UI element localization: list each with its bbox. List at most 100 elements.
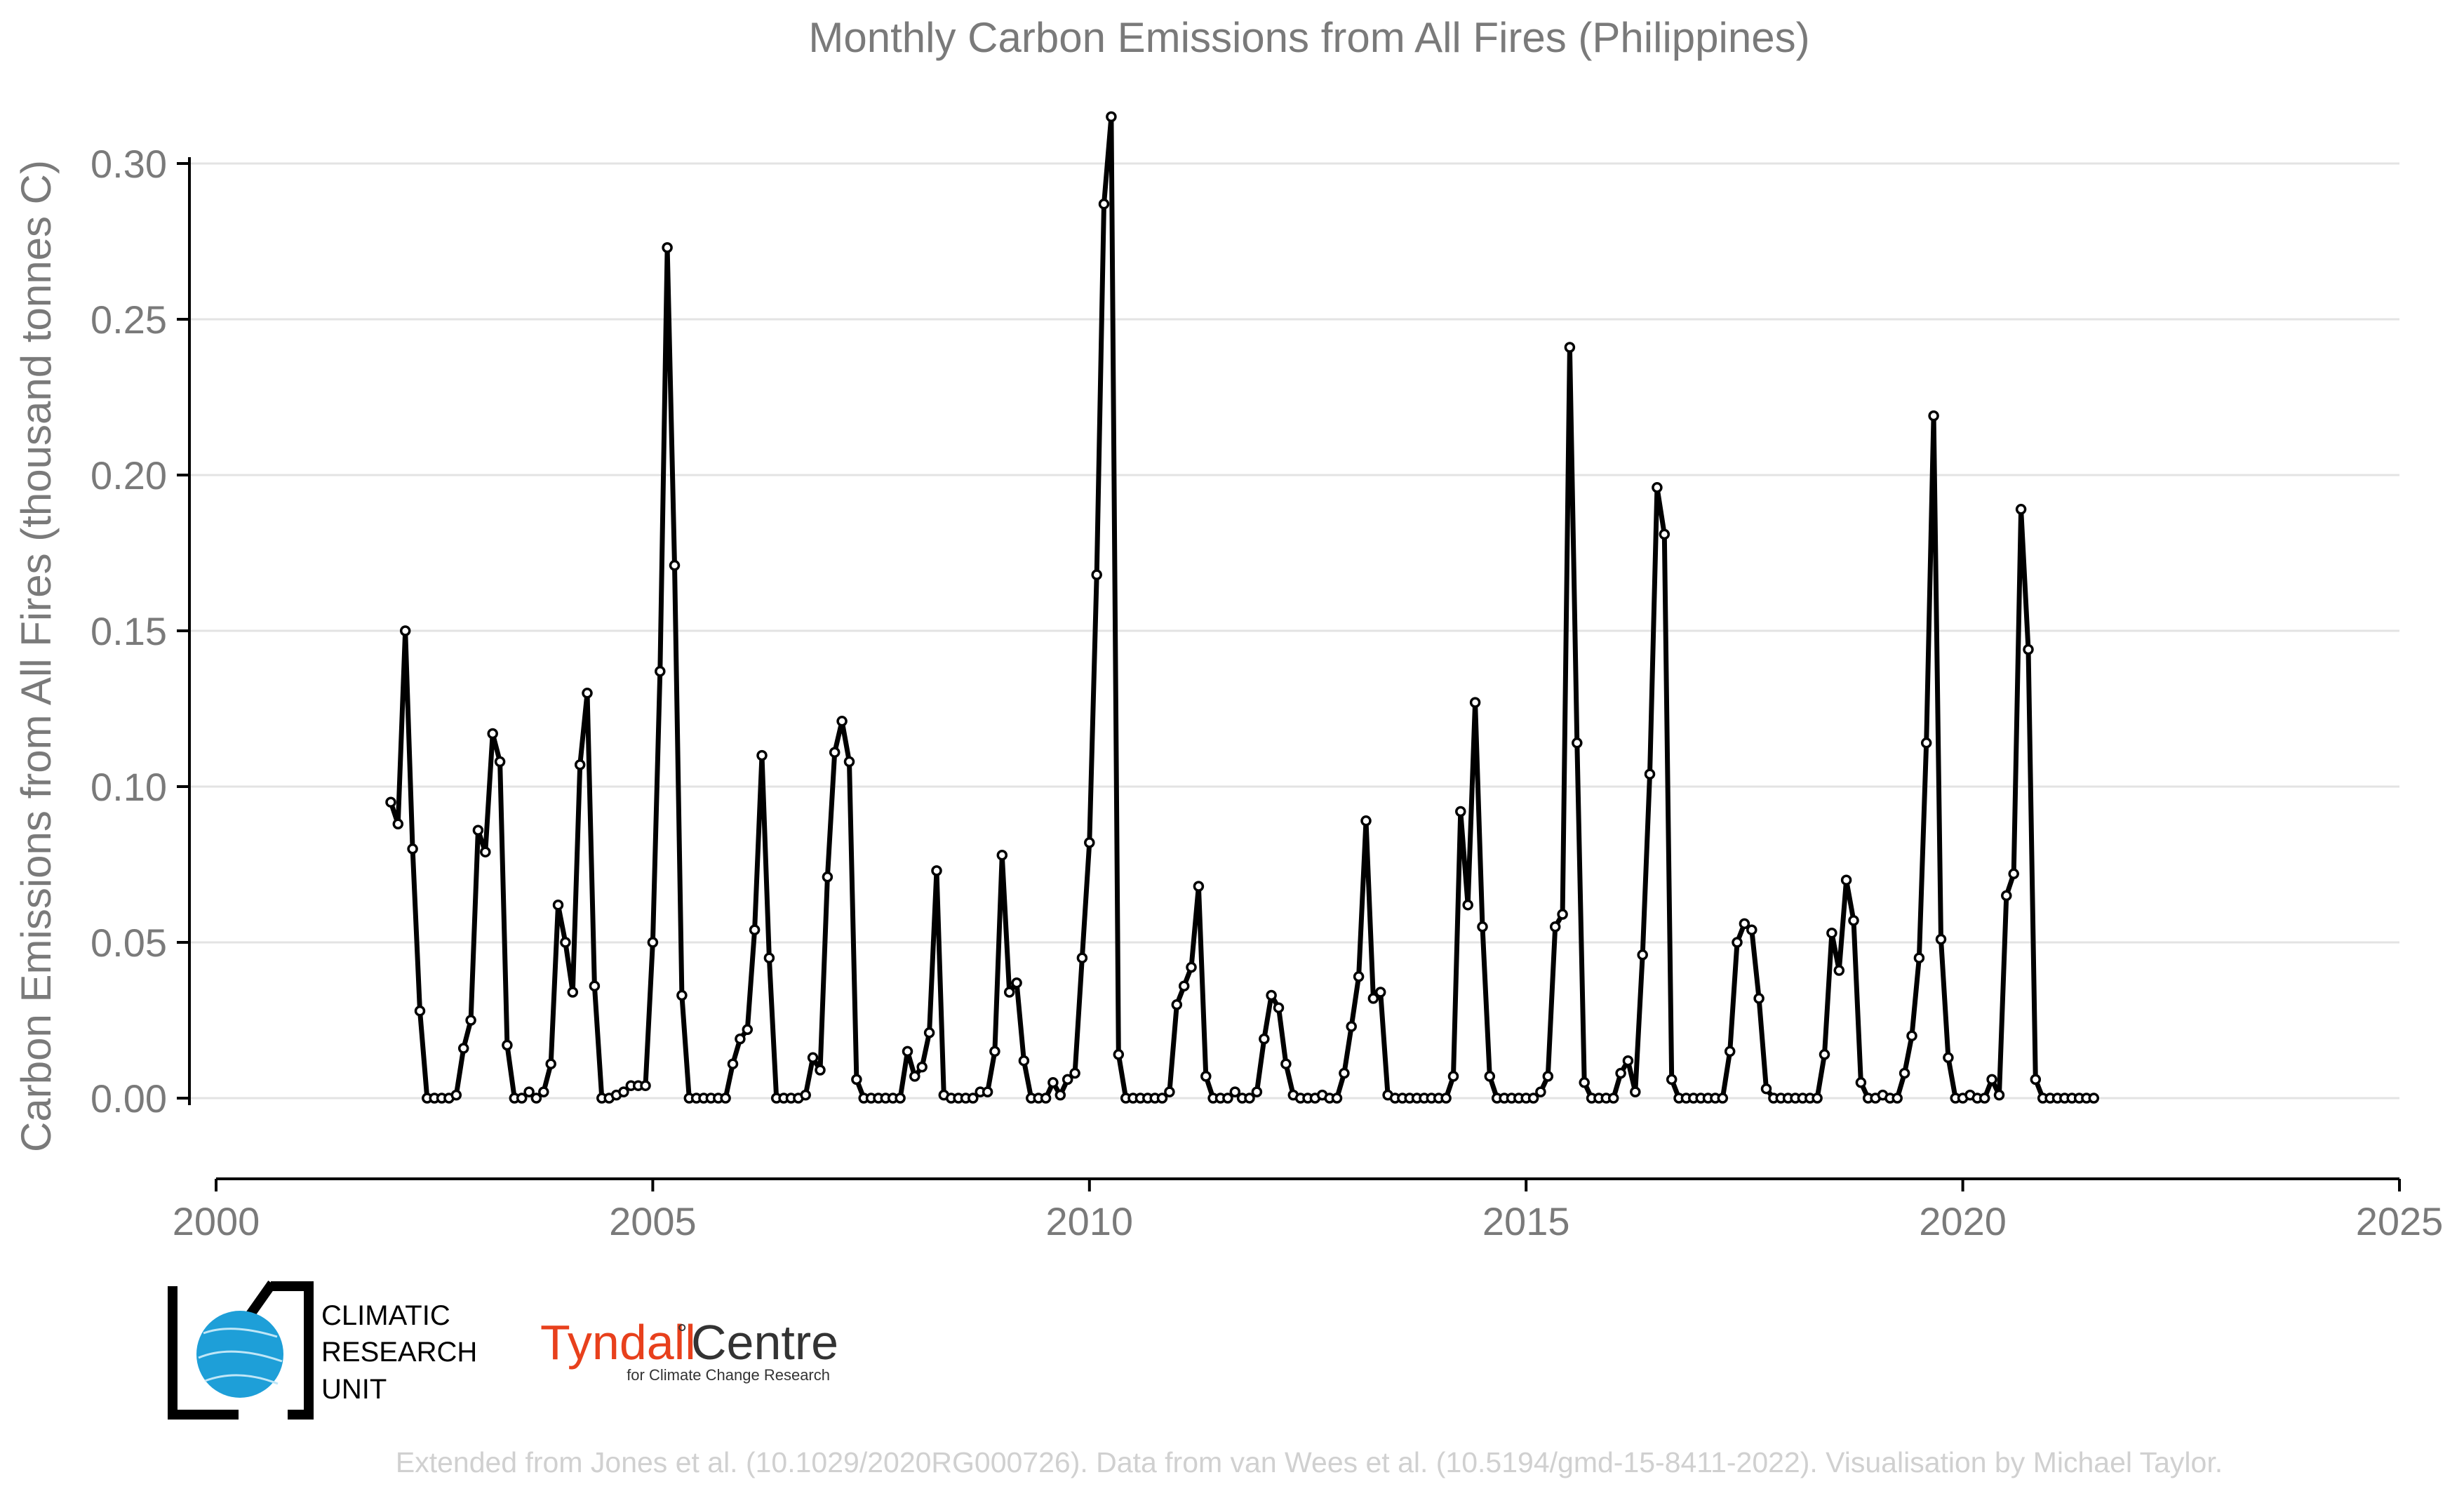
data-point [1833, 965, 1845, 976]
data-point [1848, 915, 1859, 926]
data-point [516, 1093, 528, 1104]
data-point [1455, 806, 1466, 817]
data-point [1040, 1093, 1052, 1104]
data-point [1484, 1071, 1496, 1082]
x-tick-label: 2005 [609, 1199, 697, 1243]
data-point [1076, 952, 1088, 963]
y-tick-label: 0.25 [91, 298, 167, 342]
data-point [574, 759, 586, 770]
tyndall-word: Tyndall [540, 1315, 696, 1370]
tyndall-subtitle: for Climate Change Research [627, 1366, 830, 1384]
emissions-series-line [388, 114, 2094, 1101]
data-point [1084, 837, 1095, 848]
data-point [735, 1033, 746, 1045]
data-point [815, 1064, 826, 1076]
data-point [829, 747, 841, 758]
data-point [1251, 1086, 1263, 1097]
data-point [2015, 504, 2027, 515]
data-point [1622, 1055, 1634, 1067]
data-point [1739, 918, 1750, 930]
data-point [1607, 1093, 1619, 1104]
data-point [1666, 1074, 1678, 1086]
data-point [902, 1046, 913, 1057]
data-point [982, 1086, 993, 1097]
data-point [1069, 1067, 1080, 1079]
data-point [1047, 1077, 1059, 1088]
y-axis-label: Carbon Emissions from All Fires (thousan… [13, 160, 60, 1152]
data-point [1564, 342, 1576, 353]
data-point [2008, 868, 2019, 880]
data-point [502, 1039, 513, 1051]
data-point [647, 937, 659, 948]
cru-logo-frame-right [271, 1281, 314, 1420]
data-point [487, 728, 498, 740]
data-point [1913, 952, 1925, 963]
data-point [1906, 1030, 1917, 1041]
data-point [1812, 1093, 1823, 1104]
data-point [1353, 971, 1365, 982]
data-point [465, 1015, 476, 1026]
data-point [1527, 1093, 1539, 1104]
data-point [1106, 111, 1117, 123]
data-point [1855, 1077, 1867, 1088]
data-point [1374, 987, 1386, 998]
data-point [385, 796, 396, 808]
cru-globe-lines [198, 1328, 283, 1385]
data-point [545, 1058, 556, 1069]
data-point [1572, 737, 1583, 749]
data-point [1732, 937, 1743, 948]
data-point [472, 824, 484, 836]
data-point [1367, 993, 1379, 1004]
data-point [1819, 1049, 1830, 1060]
data-point [1549, 921, 1561, 933]
data-point [1644, 768, 1656, 780]
cru-logo: CLIMATIC RESEARCH UNIT [168, 1280, 477, 1420]
data-point [1244, 1093, 1255, 1104]
data-point [1091, 569, 1102, 580]
data-point [1899, 1067, 1910, 1079]
data-point [530, 1093, 542, 1104]
cru-logo-frame-left [168, 1286, 239, 1420]
cru-line1: CLIMATIC [321, 1300, 450, 1331]
data-point [1266, 989, 1277, 1001]
data-point [538, 1086, 549, 1097]
data-point [1652, 482, 1663, 493]
y-tick-label: 0.05 [91, 921, 167, 965]
data-point [1826, 927, 1837, 939]
x-axis-ticks: 2000 2005 2010 2015 2020 2025 [173, 1179, 2443, 1243]
credit-line: Extended from Jones et al. (10.1029/2020… [396, 1446, 2223, 1478]
data-point [399, 625, 411, 636]
data-point [1331, 1093, 1343, 1104]
cru-line2: RESEARCH [321, 1337, 477, 1368]
data-point [1986, 1074, 1997, 1086]
data-point [895, 1093, 906, 1104]
data-point [989, 1046, 1000, 1057]
data-point [749, 924, 761, 935]
data-point [742, 1024, 754, 1036]
data-point [800, 1089, 811, 1101]
data-point [996, 849, 1008, 861]
y-tick-label: 0.30 [91, 142, 167, 186]
data-point [1018, 1055, 1030, 1067]
data-point [582, 688, 593, 699]
data-point [1920, 737, 1932, 749]
data-point [523, 1086, 535, 1097]
data-point [676, 989, 688, 1001]
data-point [1273, 1002, 1285, 1013]
data-point [1943, 1052, 1954, 1064]
data-point [1259, 1033, 1270, 1045]
data-point [1637, 949, 1648, 961]
data-point [1360, 815, 1372, 827]
data-point [414, 1005, 426, 1017]
chart-title: Monthly Carbon Emissions from All Fires … [808, 14, 1809, 61]
data-point [1178, 980, 1190, 991]
data-point [1113, 1049, 1125, 1060]
data-point [843, 756, 855, 768]
data-point [1993, 1089, 2005, 1101]
data-point [450, 1089, 462, 1101]
data-point [2023, 643, 2034, 655]
data-point [1229, 1086, 1241, 1097]
gridlines [189, 162, 2399, 1100]
data-point [1579, 1077, 1590, 1088]
data-point [1156, 1093, 1168, 1104]
